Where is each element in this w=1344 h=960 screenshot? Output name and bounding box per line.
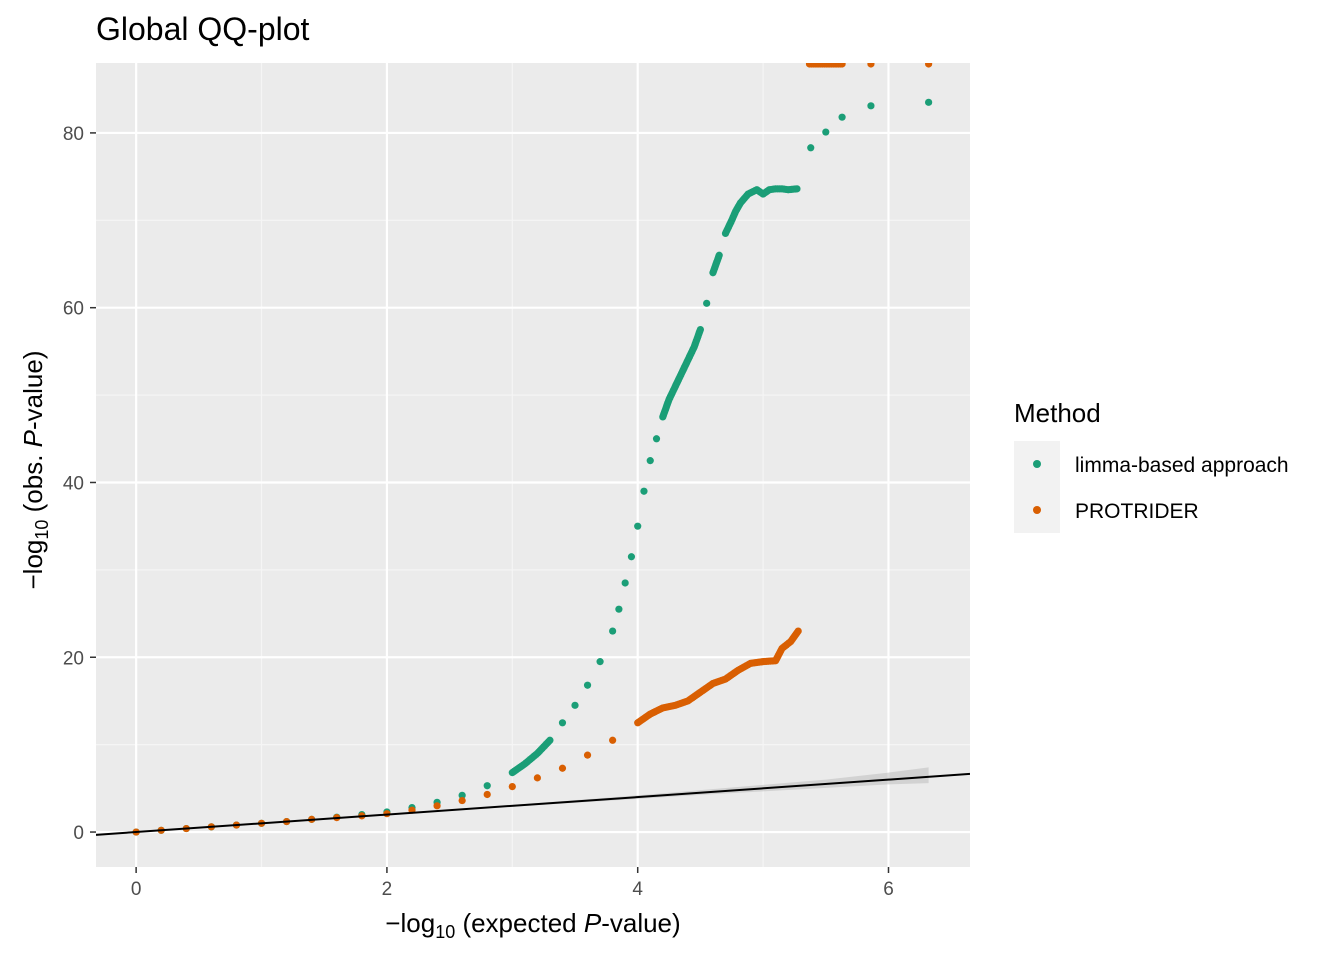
y-tick-label: 80 — [63, 124, 84, 145]
chart-title: Global QQ-plot — [96, 11, 310, 47]
protrider-point — [794, 627, 802, 635]
limma-point — [867, 102, 875, 110]
legend-key-background — [1014, 441, 1060, 533]
protrider-point — [867, 63, 875, 68]
x-tick-label: 2 — [382, 879, 393, 900]
limma-point — [822, 128, 830, 136]
y-tick-label: 0 — [73, 823, 84, 844]
legend-title: Method — [1014, 398, 1101, 428]
y-axis-title-mid: (obs. — [18, 447, 48, 519]
y-axis: 0 20 40 60 80 — [63, 124, 96, 844]
protrider-point — [483, 790, 491, 799]
protrider-point — [925, 63, 933, 68]
x-axis-title: −log10 (expected P-value) — [385, 908, 680, 942]
limma-point — [634, 522, 642, 530]
protrider-point — [609, 736, 617, 744]
legend-key-limma — [1033, 460, 1041, 468]
protrider-point — [458, 796, 466, 805]
limma-point — [558, 719, 567, 727]
x-tick-label: 4 — [632, 879, 643, 900]
reference-line — [96, 772, 970, 836]
limma-point — [546, 736, 554, 744]
limma-point — [621, 579, 629, 587]
x-axis-title-suffix: -value) — [601, 908, 680, 938]
limma-point — [615, 605, 623, 613]
limma-point — [483, 782, 491, 790]
limma-point — [793, 185, 801, 193]
protrider-point — [838, 63, 846, 68]
legend-label-protrider: PROTRIDER — [1075, 500, 1199, 523]
protrider-point — [583, 751, 592, 759]
x-axis-title-mid: (expected — [455, 908, 584, 938]
plot-panel — [96, 63, 970, 867]
limma-point — [703, 299, 711, 307]
y-axis-title-italic: P — [18, 429, 48, 447]
limma-point — [715, 251, 723, 259]
y-tick-label: 20 — [63, 648, 84, 669]
protrider-point — [508, 783, 516, 791]
x-axis-title-prefix: −log — [385, 908, 435, 938]
x-tick-label: 6 — [883, 879, 894, 900]
legend-label-limma: limma-based approach — [1075, 454, 1289, 477]
protrider-point — [558, 764, 567, 772]
limma-point — [838, 113, 846, 121]
y-axis-title-suffix: -value) — [18, 351, 48, 430]
grid-major — [96, 63, 970, 867]
x-axis-title-subscript: 10 — [435, 922, 455, 942]
limma-point — [652, 435, 661, 443]
limma-point — [571, 701, 579, 709]
protrider-point — [433, 802, 441, 810]
y-axis-title-subscript: 10 — [32, 520, 52, 540]
limma-point — [640, 487, 648, 495]
limma-point — [609, 627, 617, 635]
limma-point — [696, 325, 705, 334]
x-axis-title-italic: P — [584, 908, 602, 938]
x-axis: 0 2 4 6 — [131, 867, 894, 900]
legend-key-protrider — [1033, 506, 1041, 514]
limma-point — [596, 658, 604, 666]
legend: Method limma-based approach PROTRIDER — [1014, 398, 1289, 533]
y-axis-title: −log10 (obs. P-value) — [18, 351, 52, 590]
limma-point — [925, 98, 933, 106]
y-axis-title-prefix: −log — [18, 540, 48, 590]
x-tick-label: 0 — [131, 879, 142, 900]
limma-point — [583, 681, 592, 689]
limma-point — [627, 553, 636, 561]
y-tick-label: 60 — [63, 299, 84, 320]
limma-point — [646, 457, 654, 465]
protrider-point — [533, 774, 541, 782]
y-tick-label: 40 — [63, 473, 84, 494]
limma-point — [458, 791, 466, 799]
limma-point — [807, 144, 815, 152]
